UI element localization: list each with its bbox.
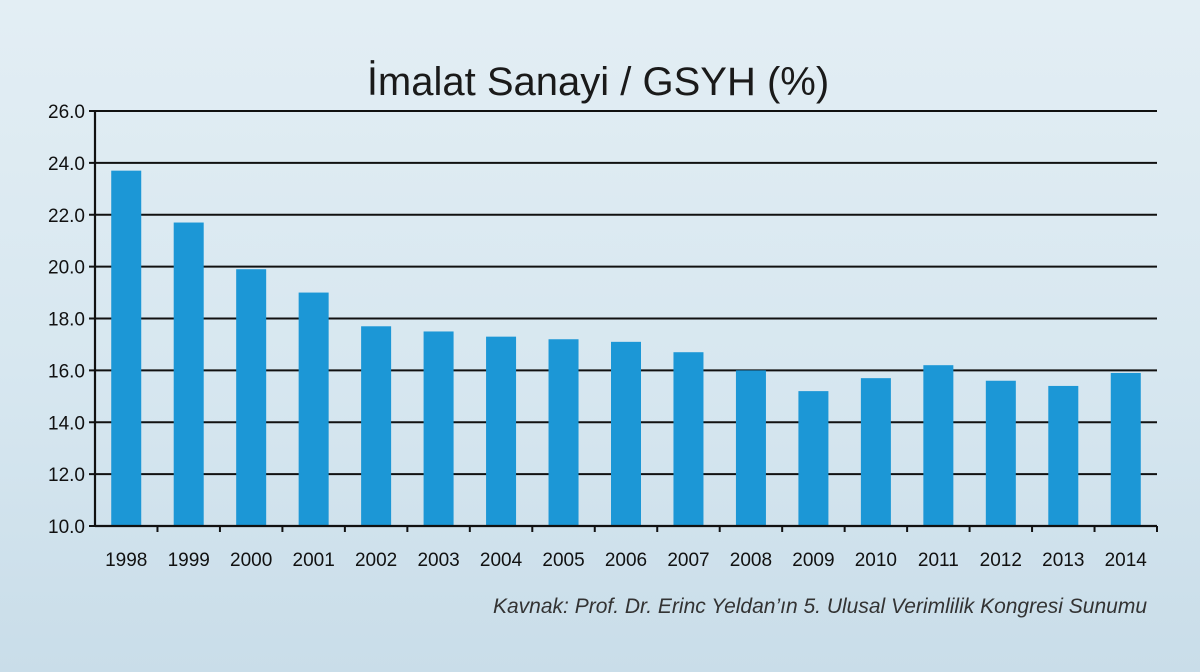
y-tick-label: 14.0 [48, 413, 85, 434]
axes [93, 111, 1157, 528]
x-tick-label: 2013 [1042, 550, 1084, 571]
bar-2002 [361, 326, 392, 526]
x-tick-label: 2011 [918, 550, 959, 571]
x-tick-label: 2012 [980, 550, 1022, 571]
y-tick-label: 20.0 [48, 258, 85, 279]
bar-2013 [1048, 385, 1079, 526]
bar-1999 [173, 222, 204, 526]
bar-2005 [548, 339, 579, 526]
y-tick-label: 10.0 [48, 517, 85, 538]
source-note: Kavnak: Prof. Dr. Erinc Yeldan’ın 5. Ulu… [493, 595, 1147, 618]
y-tick-label: 16.0 [48, 361, 85, 382]
bar-2012 [985, 380, 1016, 526]
bar-2014 [1110, 372, 1141, 526]
bar-2003 [423, 331, 454, 526]
x-tick-label: 2003 [417, 550, 459, 571]
y-tick-label: 12.0 [48, 465, 85, 486]
x-tick-label: 2008 [730, 550, 772, 571]
y-tick-label: 18.0 [48, 310, 85, 331]
bar-2000 [236, 269, 267, 526]
bar-1998 [111, 170, 142, 526]
y-tick-label: 26.0 [48, 102, 85, 123]
bar-2006 [611, 341, 641, 526]
x-tick-label: 2005 [542, 550, 584, 571]
x-tick-label: 1998 [105, 550, 147, 571]
x-tick-labels: 1998 1999 2000 2001 2002 2003 2004 2005 2006 2007… [105, 550, 1147, 571]
y-tick-label: 22.0 [48, 206, 85, 227]
x-tick-label: 2010 [855, 550, 897, 571]
x-tick-label: 2007 [667, 550, 709, 571]
bars [111, 170, 1141, 526]
x-tick-label: 2004 [480, 550, 523, 571]
x-tick-label: 2006 [605, 550, 647, 571]
y-tick-label: 24.0 [48, 154, 85, 175]
x-tick-label: 2000 [230, 550, 272, 571]
y-tick-labels: 10.0 12.0 14.0 16.0 18.0 20.0 22.0 24.0 26.0 [48, 102, 85, 538]
x-tick-label: 2014 [1105, 550, 1148, 571]
chart-title: İmalat Sanayi / GSYH (%) [367, 59, 829, 104]
bar-2008 [735, 370, 766, 526]
x-tick-label: 2009 [792, 550, 834, 571]
bar-2009 [798, 391, 829, 526]
bar-2011 [923, 365, 954, 526]
bar-2004 [486, 336, 517, 526]
bar-2007 [673, 352, 704, 526]
bar-2010 [860, 378, 891, 526]
x-tick-label: 2002 [355, 550, 397, 571]
x-tick-label: 2001 [293, 550, 335, 571]
bar-2001 [298, 292, 329, 526]
x-tick-label: 1999 [168, 550, 210, 571]
